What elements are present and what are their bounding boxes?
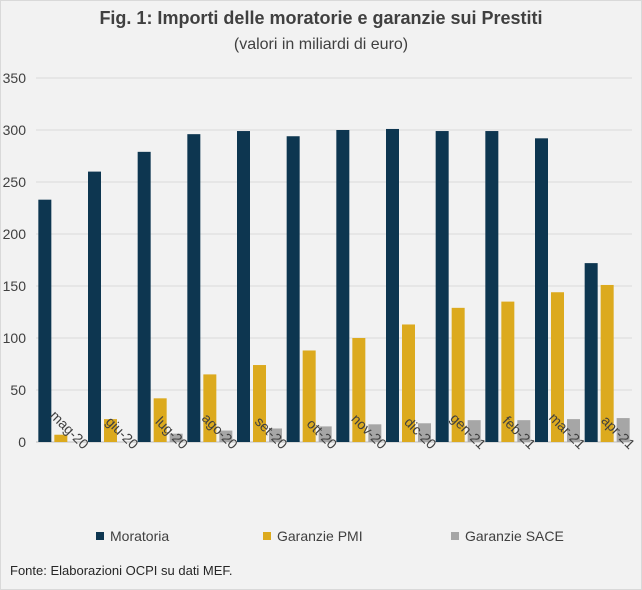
legend-label: Garanzie PMI: [277, 528, 363, 544]
bar-garanzie-sace-mar-21: [567, 419, 580, 442]
bar-garanzie-sace-ago-20: [219, 430, 233, 442]
chart-title: Fig. 1: Importi delle moratorie e garanz…: [99, 8, 543, 28]
x-tick-label: mag-20: [47, 407, 92, 452]
bar-moratoria-set-20: [237, 131, 250, 443]
chart-subtitle: (valori in miliardi di euro): [233, 36, 409, 53]
legend-swatch: [451, 532, 459, 540]
legend-label: Garanzie SACE: [465, 528, 564, 544]
bar-moratoria-nov-20: [336, 130, 350, 442]
bar-moratoria-lug-20: [137, 151, 151, 442]
bar-garanzie-pmi-mar-21: [551, 292, 564, 442]
bar-garanzie-sace-set-20: [269, 428, 282, 442]
bar-moratoria-ago-20: [187, 134, 201, 442]
bar-moratoria-mag-20: [38, 199, 52, 442]
legend-swatch: [263, 532, 271, 540]
bar-moratoria-feb-21: [485, 131, 499, 443]
bar-garanzie-pmi-mag-20: [54, 434, 68, 442]
bar-moratoria-apr-21: [584, 263, 598, 442]
y-tick-label: 250: [3, 174, 27, 190]
bar-garanzie-sace-ott-20: [318, 426, 332, 442]
bar-moratoria-dic-20: [386, 128, 399, 442]
y-tick-label: 50: [10, 382, 26, 398]
bar-garanzie-sace-apr-21: [616, 418, 630, 442]
y-tick-label: 200: [3, 226, 27, 242]
bar-moratoria-ott-20: [286, 136, 300, 443]
bar-garanzie-pmi-nov-20: [352, 338, 366, 442]
bar-garanzie-pmi-set-20: [253, 365, 266, 442]
bar-garanzie-pmi-lug-20: [153, 398, 167, 442]
y-tick-label: 150: [3, 278, 27, 294]
bar-moratoria-giu-20: [88, 171, 101, 442]
bar-garanzie-sace-nov-20: [368, 424, 382, 442]
legend-label: Moratoria: [110, 528, 169, 544]
bar-garanzie-pmi-dic-20: [402, 324, 415, 442]
y-tick-label: 0: [18, 434, 26, 450]
bar-garanzie-pmi-feb-21: [501, 301, 515, 442]
bar-garanzie-pmi-giu-20: [104, 419, 117, 442]
bar-garanzie-sace-dic-20: [418, 423, 431, 442]
bar-garanzie-pmi-apr-21: [600, 284, 614, 442]
y-tick-label: 350: [3, 70, 27, 86]
bar-garanzie-sace-feb-21: [517, 420, 531, 442]
legend-swatch: [96, 532, 104, 540]
bar-garanzie-pmi-gen-21: [451, 307, 465, 442]
bar-garanzie-sace-lug-20: [169, 433, 183, 442]
bar-garanzie-sace-gen-21: [467, 420, 481, 442]
bar-moratoria-mar-21: [535, 138, 548, 442]
bar-moratoria-gen-21: [435, 131, 449, 443]
bar-garanzie-pmi-ott-20: [302, 350, 316, 442]
y-tick-label: 300: [3, 122, 27, 138]
y-tick-label: 100: [3, 330, 27, 346]
bar-garanzie-pmi-ago-20: [203, 374, 217, 442]
source-note: Fonte: Elaborazioni OCPI su dati MEF.: [10, 563, 233, 578]
